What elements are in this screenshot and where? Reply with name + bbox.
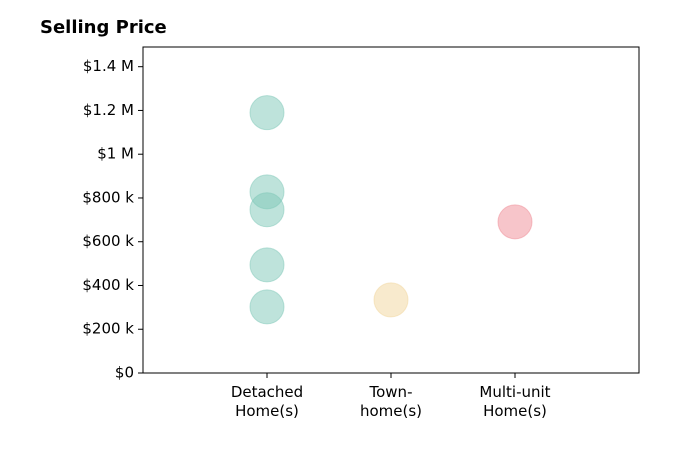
- x-tick-label: Multi-unit Home(s): [479, 383, 550, 420]
- y-tick-label: $200 k: [82, 320, 134, 338]
- y-tick-label: $600 k: [82, 232, 134, 250]
- y-tick-label: $1.2 M: [83, 101, 134, 119]
- data-point: [249, 289, 285, 325]
- x-tick-label: Detached Home(s): [231, 383, 303, 420]
- data-point: [497, 204, 533, 240]
- plot-frame: [142, 46, 640, 374]
- y-tick-label: $1.4 M: [83, 57, 134, 75]
- x-tick-label: Town-home(s): [360, 383, 422, 420]
- y-tick-label: $1 M: [97, 145, 134, 163]
- data-point: [249, 247, 285, 283]
- data-point: [373, 282, 409, 318]
- data-point: [249, 95, 285, 131]
- y-tick-label: $400 k: [82, 276, 134, 294]
- chart-title: Selling Price: [40, 17, 167, 38]
- y-tick-label: $0: [115, 364, 134, 382]
- data-point: [249, 192, 285, 228]
- y-tick-label: $800 k: [82, 188, 134, 206]
